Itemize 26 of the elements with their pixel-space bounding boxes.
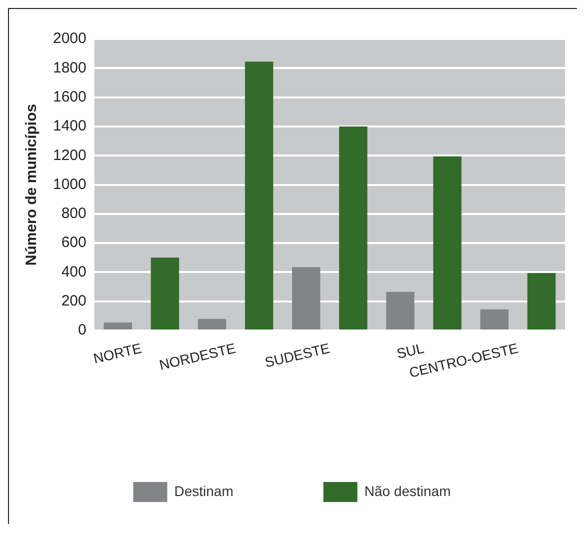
y-tick-label: 1000 (52, 176, 86, 193)
bar (339, 126, 368, 330)
y-tick-label: 1800 (52, 59, 86, 76)
x-tick-label: NORTE (92, 340, 143, 366)
y-tick-label: 0 (78, 322, 86, 339)
bar (104, 322, 132, 330)
y-tick-label: 200 (61, 292, 86, 310)
y-tick-label: 1600 (52, 88, 86, 106)
bar (292, 267, 320, 330)
x-tick-label: SUDESTE (263, 340, 332, 370)
y-tick-label: 400 (61, 263, 86, 280)
bar (244, 62, 274, 330)
bar (480, 309, 509, 330)
y-tick-label: 2000 (52, 30, 86, 48)
y-axis-title: Número de municípios (23, 104, 40, 266)
bar (433, 156, 462, 330)
y-tick-label: 1200 (52, 146, 86, 164)
bar (198, 318, 226, 330)
y-tick-label: 1400 (52, 118, 86, 135)
legend-label: Não destinam (364, 482, 451, 499)
y-tick-label: 600 (61, 234, 86, 252)
bar (386, 292, 414, 330)
bar (150, 258, 180, 330)
bar (527, 272, 556, 330)
y-tick-label: 800 (61, 205, 86, 222)
legend-label: Destinam (174, 482, 234, 499)
